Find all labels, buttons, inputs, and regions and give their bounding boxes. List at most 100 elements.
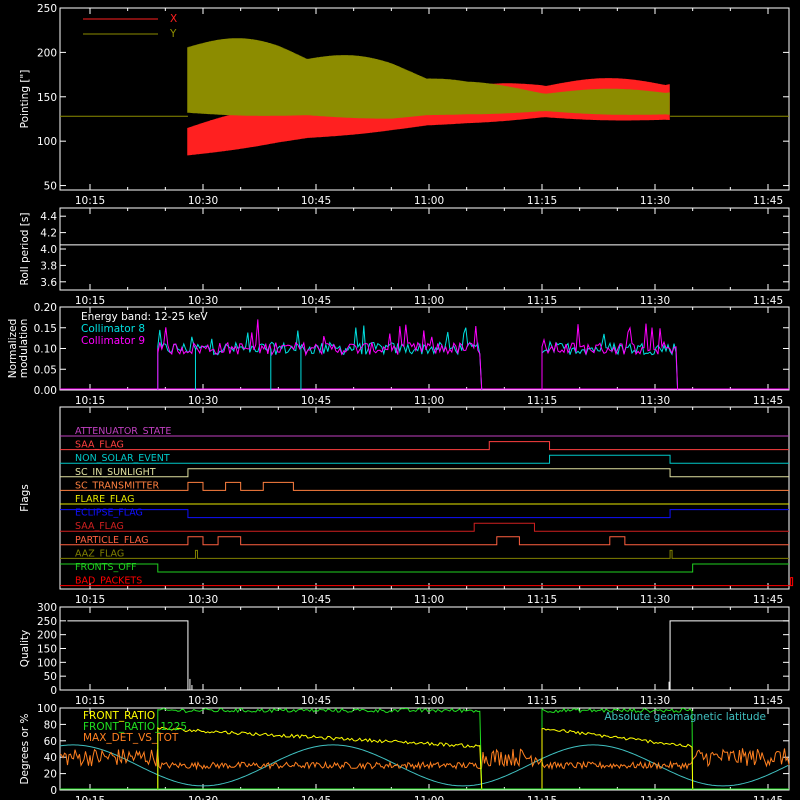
y-tick-label: 4.0 [40, 244, 57, 256]
collimator8-legend: Collimator 8 [81, 323, 145, 335]
energy-band-label: Energy band: 12-25 keV [81, 311, 208, 323]
x-tick-label: 11:30 [640, 395, 670, 407]
x-tick-label: 10:15 [75, 395, 105, 407]
legend-y-label: Y [169, 28, 177, 40]
flag-label-aaz-flag: AAZ_FLAG [75, 548, 124, 559]
flag-label-particle-flag: PARTICLE_FLAG [75, 535, 148, 546]
y-axis-label: Degrees or % [19, 713, 31, 784]
collimator9-series [541, 323, 679, 391]
flag-line-eclipse-flag [60, 509, 789, 519]
y-tick-label: 200 [37, 47, 57, 59]
flag-line-saa-flag [60, 441, 789, 451]
front-ratio-1225-series [541, 707, 694, 791]
y-tick-label: 50 [44, 671, 57, 683]
x-tick-label: 10:15 [75, 795, 105, 800]
flag-label-saa-flag: SAA_FLAG [75, 521, 124, 532]
x-tick-label: 11:00 [414, 695, 444, 707]
y-tick-label: 4.4 [40, 211, 57, 223]
x-tick-label: 10:45 [301, 795, 331, 800]
x-tick-label: 11:00 [414, 594, 444, 606]
data-layer [59, 18, 794, 791]
flag-label-flare-flag: FLARE_FLAG [75, 494, 135, 505]
flag-line-bad-packets [60, 577, 794, 587]
y-tick-label: 50 [44, 181, 57, 193]
x-tick-label: 11:45 [753, 795, 783, 800]
y-pointing-series [187, 38, 670, 119]
y-tick-label: 300 [37, 602, 57, 614]
y-tick-label: 40 [44, 752, 57, 764]
legend-x-label: X [170, 13, 177, 25]
collimator8-series [541, 333, 679, 391]
front-ratio-legend: FRONT_RATIO [83, 710, 155, 722]
quality-high-segment [67, 620, 189, 690]
quality-panel-frame [59, 606, 790, 691]
max-det-vs-tot-series [59, 748, 790, 771]
x-tick-label: 10:30 [188, 295, 218, 307]
x-tick-label: 10:15 [75, 594, 105, 606]
y-axis-label: Pointing ["] [19, 70, 31, 129]
x-tick-label: 11:15 [527, 594, 557, 606]
front-ratio-series [157, 726, 483, 791]
y-axis-label: Quality [19, 630, 31, 668]
text-layer: 10:15 10:30 10:45 11:00 11:15 11:30 11:45 Point… [7, 3, 783, 800]
x-tick-label: 11:15 [527, 395, 557, 407]
x-tick-label: 11:15 [527, 695, 557, 707]
flag-line-aaz-flag [60, 549, 789, 559]
x-tick-label: 10:45 [301, 195, 331, 207]
x-tick-label: 10:30 [188, 795, 218, 800]
axes-layer [59, 7, 790, 791]
flag-line-non-solar-event [60, 454, 789, 464]
x-tick-label: 11:00 [414, 795, 444, 800]
x-tick-label: 10:45 [301, 695, 331, 707]
x-tick-label: 11:15 [527, 795, 557, 800]
x-tick-label: 10:15 [75, 695, 105, 707]
collimator8-series [157, 325, 483, 391]
flag-label-attenuator-state: ATTENUATOR_STATE [75, 426, 171, 437]
quality-high-segment [669, 620, 790, 690]
flag-line-saa-flag [60, 522, 789, 532]
y-tick-label: 3.6 [40, 277, 57, 289]
x-tick-label: 10:15 [75, 195, 105, 207]
y-tick-label: 150 [37, 644, 57, 656]
x-tick-label: 10:30 [188, 594, 218, 606]
flag-line-fronts-off [60, 563, 789, 573]
y-tick-label: 0.00 [34, 385, 57, 397]
y-tick-label: 3.8 [40, 260, 57, 272]
y-tick-label: 200 [37, 630, 57, 642]
flag-line-sc-in-sunlight [60, 468, 789, 478]
y-tick-label: 20 [44, 769, 57, 781]
flag-label-saa-flag: SAA_FLAG [75, 440, 124, 451]
x-tick-label: 11:45 [753, 594, 783, 606]
flag-line-particle-flag [60, 536, 789, 546]
x-tick-label: 10:30 [188, 695, 218, 707]
flag-label-fronts-off: FRONTS_OFF [75, 562, 137, 573]
x-tick-label: 11:00 [414, 195, 444, 207]
x-tick-label: 11:45 [753, 695, 783, 707]
flag-label-non-solar-event: NON_SOLAR_EVENT [75, 453, 170, 464]
flag-label-eclipse-flag: ECLIPSE_FLAG [75, 508, 143, 519]
x-tick-label: 11:15 [527, 295, 557, 307]
y-tick-label: 100 [37, 657, 57, 669]
x-tick-label: 10:15 [75, 295, 105, 307]
x-tick-label: 10:45 [301, 295, 331, 307]
x-tick-label: 10:45 [301, 594, 331, 606]
flags-panel-frame [59, 406, 790, 590]
x-tick-label: 11:45 [753, 395, 783, 407]
y-tick-label: 0.05 [34, 364, 57, 376]
pointing-panel-frame [59, 7, 790, 191]
flag-label-bad-packets: BAD_PACKETS [75, 576, 142, 587]
x-tick-label: 10:30 [188, 395, 218, 407]
flag-label-sc-transmitter: SC_TRANSMITTER [75, 480, 160, 491]
x-tick-label: 11:30 [640, 295, 670, 307]
y-axis-label: modulation [18, 319, 30, 378]
x-tick-label: 10:30 [188, 195, 218, 207]
roll-panel-frame [59, 207, 790, 291]
geomagnetic-latitude-series [59, 744, 789, 787]
max-det-vs-tot-legend: MAX_DET_VS_TOT [83, 732, 179, 744]
x-tick-label: 11:00 [414, 295, 444, 307]
front-ratio-1225-legend: FRONT_RATIO_1225 [83, 721, 187, 733]
collimator9-legend: Collimator 9 [81, 335, 145, 347]
y-tick-label: 0.15 [34, 323, 57, 335]
ratios-panel-frame [59, 707, 790, 791]
